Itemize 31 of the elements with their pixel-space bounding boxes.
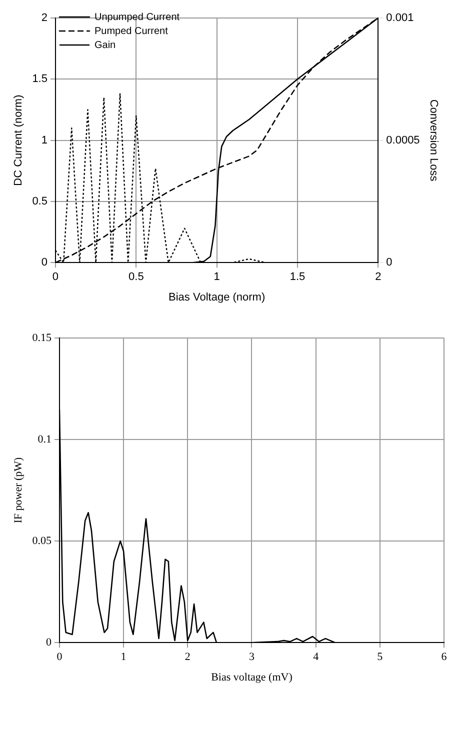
y-tick-label: 0.05 [32, 534, 52, 547]
y-tick-label: 1 [41, 134, 48, 146]
x-axis-title: Bias Voltage (norm) [168, 291, 266, 304]
y-tick-label: 0.1 [38, 433, 52, 446]
y-tick-label: 0.5 [32, 195, 48, 208]
x-axis-title: Bias voltage (mV) [211, 671, 293, 684]
x-tick-label: 1 [214, 271, 220, 284]
y-axis-title: DC Current (norm) [12, 94, 25, 186]
legend-label: Gain [94, 40, 116, 51]
y-tick-label: 0 [41, 256, 48, 269]
y2-tick-label: 0.0005 [386, 134, 420, 146]
x-tick-label: 0 [56, 651, 63, 664]
y2-axis-title: Conversion Loss [427, 99, 440, 182]
y-tick-label: 1.5 [32, 73, 48, 86]
x-tick-label: 4 [313, 651, 320, 664]
y2-tick-label: 0.001 [386, 12, 414, 24]
y-tick-label: 0 [46, 636, 52, 648]
legend-label: Pumped Current [94, 26, 168, 37]
y2-tick-label: 0 [386, 256, 392, 269]
x-tick-label: 1.5 [290, 271, 306, 284]
x-tick-label: 3 [248, 651, 255, 664]
x-tick-label: 5 [377, 651, 384, 664]
y-axis-title: IF power (pW) [12, 456, 24, 524]
x-tick-label: 1 [120, 651, 126, 664]
x-tick-label: 2 [375, 271, 382, 284]
legend-label: Unpumped Current [94, 12, 180, 23]
x-tick-label: 6 [441, 651, 448, 664]
x-tick-label: 0.5 [128, 271, 144, 284]
x-tick-label: 2 [184, 651, 190, 664]
y-tick-label: 0.15 [32, 332, 52, 344]
y-tick-label: 2 [41, 12, 48, 24]
